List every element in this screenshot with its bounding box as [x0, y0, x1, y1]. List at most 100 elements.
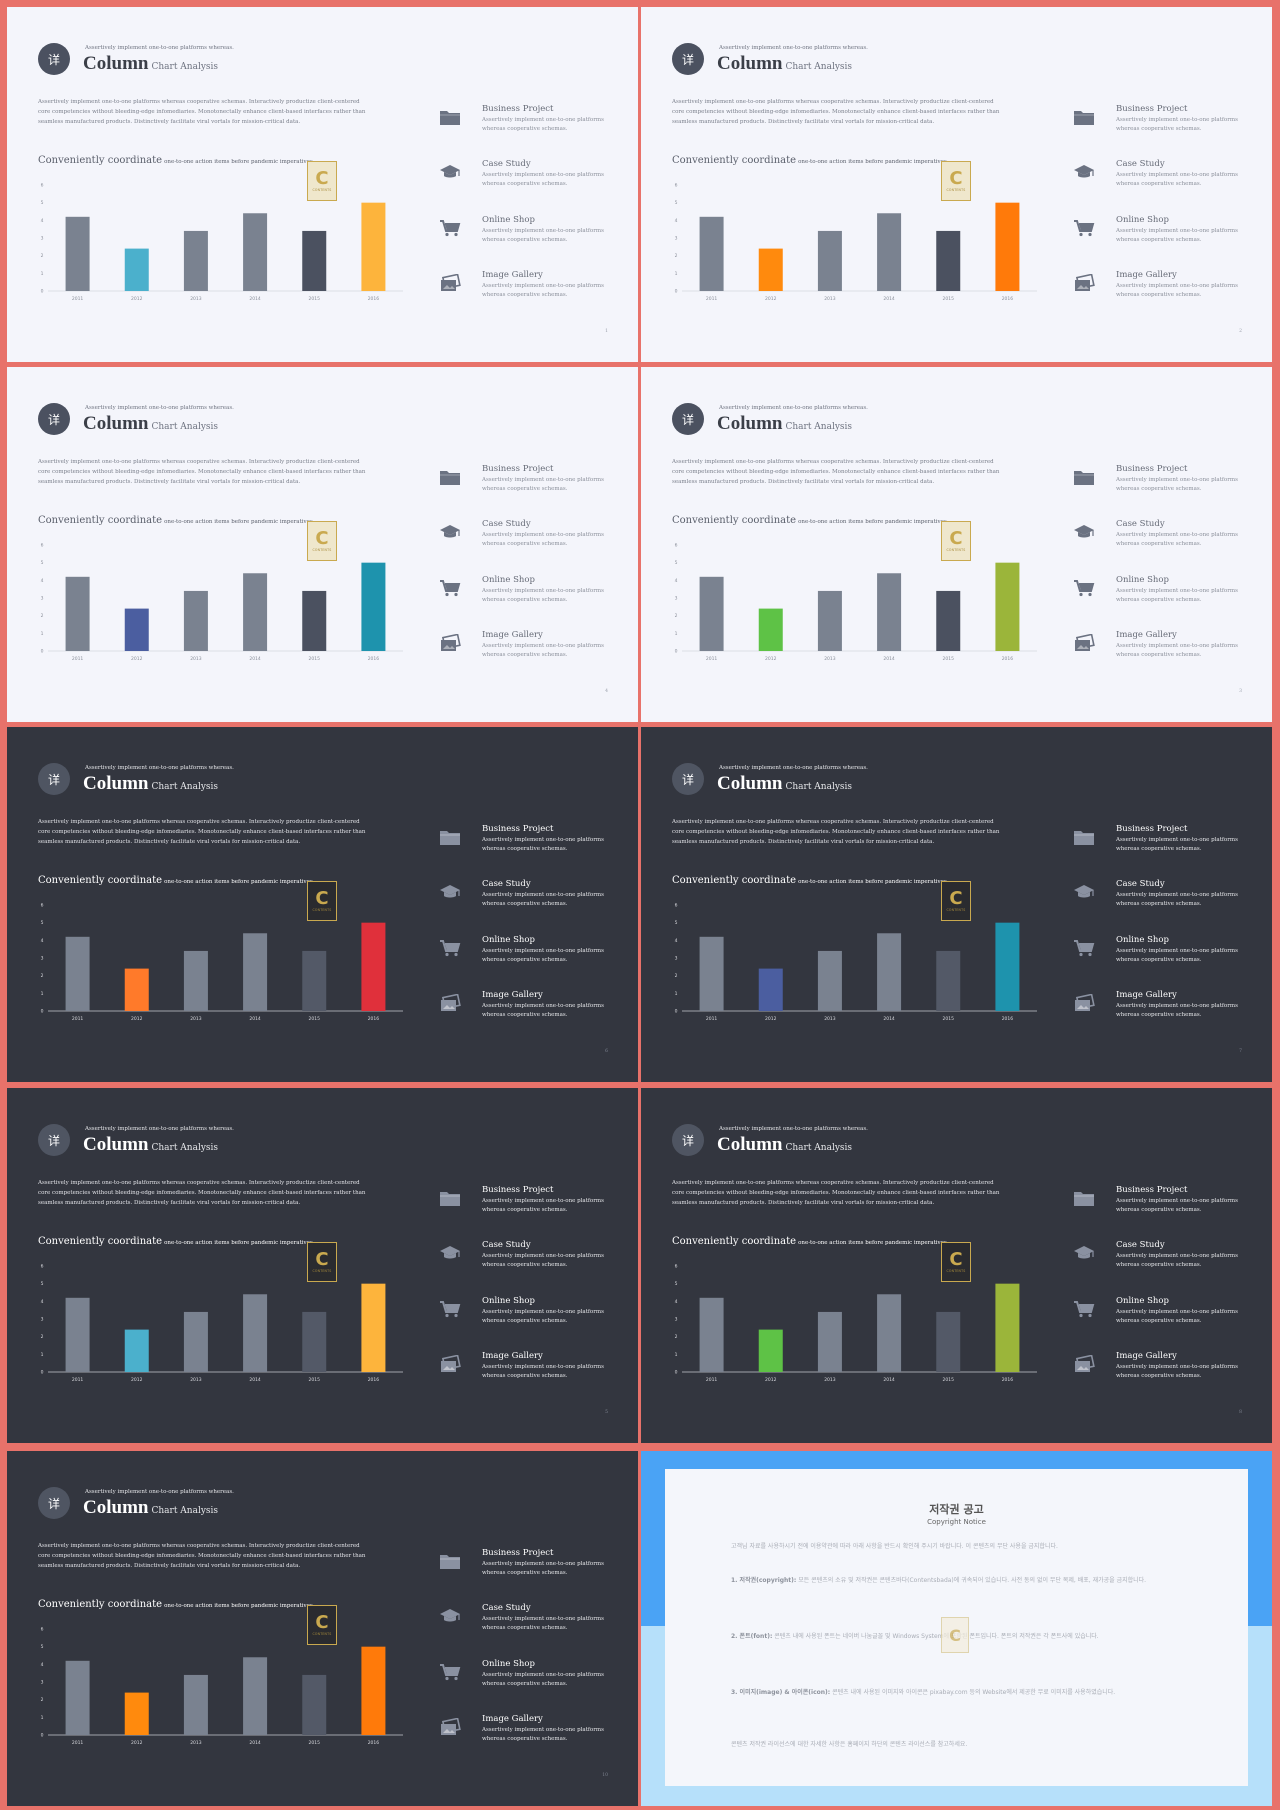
feature-desc: Assertively implement one-to-one platfor…: [482, 172, 604, 187]
slide-body-text: Assertively implement one-to-one platfor…: [672, 459, 1000, 485]
y-tick-label: 5: [41, 920, 44, 926]
folder-icon: [439, 1189, 461, 1207]
y-tick-label: 6: [675, 543, 678, 549]
y-tick-label: 0: [41, 649, 44, 655]
bar-2013: [183, 1674, 208, 1735]
badge-letter: C: [949, 168, 963, 189]
bar-2012: [124, 968, 149, 1011]
slide-kicker: Assertively implement one-to-one platfor…: [85, 1126, 234, 1132]
y-tick-label: 3: [675, 956, 678, 962]
x-tick-label: 2012: [765, 656, 777, 662]
feature-desc: Assertively implement one-to-one platfor…: [482, 837, 604, 852]
chart-heading: Conveniently coordinate one-to-one action…: [38, 508, 314, 527]
x-tick-label: 2013: [190, 1740, 202, 1746]
bar-2011: [65, 936, 90, 1011]
chart-heading: Conveniently coordinate one-to-one action…: [38, 1229, 314, 1248]
badge-letter: C: [315, 528, 329, 549]
title-main: Column: [717, 413, 783, 434]
badge-letter: C: [315, 888, 329, 909]
feature-desc: Assertively implement one-to-one platfor…: [482, 532, 604, 547]
cart-icon: [1073, 939, 1095, 957]
image-icon: [439, 633, 461, 652]
contents-badge: C CONTENTS: [941, 881, 971, 921]
bar-2012: [758, 608, 783, 651]
badge-letter: C: [949, 1249, 963, 1270]
x-tick-label: 2016: [368, 1377, 380, 1383]
logo-circle: 详: [672, 43, 704, 75]
x-tick-label: 2012: [131, 296, 143, 302]
bar-2013: [183, 590, 208, 651]
copyright-section-1: 1. 저작권(copyright): 모든 콘텐츠의 소유 및 저작권은 콘텐츠…: [731, 1575, 1181, 1587]
slide-kicker: Assertively implement one-to-one platfor…: [85, 45, 234, 51]
y-tick-label: 5: [41, 200, 44, 206]
feature-desc: Assertively implement one-to-one platfor…: [1116, 1309, 1238, 1324]
x-tick-label: 2013: [824, 1016, 836, 1022]
y-tick-label: 5: [675, 200, 678, 206]
bar-chart: 0 1 2 3 4 5 6 2011 2012 2013 2014 2015 2016: [675, 543, 1037, 662]
feature-desc: Assertively implement one-to-one platfor…: [1116, 1364, 1238, 1379]
feature-desc: Assertively implement one-to-one platfor…: [482, 588, 604, 603]
cart-icon: [439, 579, 461, 597]
feature-name: Case Study: [1116, 1240, 1165, 1250]
badge-letter: C: [315, 1249, 329, 1270]
feature-desc: Assertively implement one-to-one platfor…: [1116, 1253, 1238, 1268]
bar-2015: [302, 950, 327, 1011]
feature-desc: Assertively implement one-to-one platfor…: [482, 1309, 604, 1324]
feature-desc: Assertively implement one-to-one platfor…: [482, 1364, 604, 1379]
feature-name: Image Gallery: [1116, 270, 1177, 280]
contents-badge: C CONTENTS: [941, 1242, 971, 1282]
chart-heading-small: one-to-one action items before pandemic …: [798, 159, 949, 165]
chart-heading-main: Conveniently coordinate: [672, 875, 797, 886]
slide-body-text: Assertively implement one-to-one platfor…: [38, 99, 366, 125]
x-tick-label: 2012: [131, 1016, 143, 1022]
x-tick-label: 2015: [943, 1377, 955, 1383]
y-tick-label: 3: [675, 236, 678, 242]
x-tick-label: 2014: [883, 1016, 895, 1022]
badge-text: CONTENTS: [312, 188, 332, 192]
chart-heading-small: one-to-one action items before pandemic …: [164, 879, 315, 885]
feature-name: Case Study: [482, 879, 531, 889]
page-number: 5: [605, 1410, 608, 1415]
y-tick-label: 2: [675, 973, 678, 979]
bar-2014: [877, 573, 902, 651]
bar-2015: [936, 230, 961, 291]
bar-2014: [877, 1294, 902, 1372]
logo-glyph: 详: [681, 52, 694, 67]
bar-2012: [124, 248, 149, 291]
graduation-cap-icon: [439, 1607, 461, 1625]
x-tick-label: 2015: [309, 1377, 321, 1383]
graduation-cap-icon: [1073, 883, 1095, 901]
bar-2014: [877, 213, 902, 291]
title-main: Column: [717, 1134, 783, 1155]
feature-name: Business Project: [1116, 464, 1188, 474]
logo-glyph: 详: [47, 52, 60, 67]
feature-desc: Assertively implement one-to-one platfor…: [482, 643, 604, 658]
slide-7: 详 Assertively implement one-to-one platfo…: [7, 1088, 638, 1443]
y-tick-label: 0: [675, 1370, 678, 1376]
bar-2011: [65, 1297, 90, 1372]
feature-name: Image Gallery: [482, 990, 543, 1000]
feature-desc: Assertively implement one-to-one platfor…: [482, 477, 604, 492]
feature-name: Business Project: [482, 1185, 554, 1195]
copyright-subtitle: Copyright Notice: [927, 1518, 986, 1526]
y-tick-label: 0: [41, 289, 44, 295]
cart-icon: [1073, 1300, 1095, 1318]
slide-title: Column Chart Analysis: [717, 1134, 852, 1156]
logo-circle: 详: [38, 1487, 70, 1519]
page-number: 10: [602, 1773, 608, 1778]
feature-name: Online Shop: [1116, 1296, 1169, 1306]
y-tick-label: 2: [41, 1334, 44, 1340]
badge-letter: C: [315, 168, 329, 189]
y-tick-label: 6: [41, 1264, 44, 1270]
image-icon: [439, 1717, 461, 1736]
feature-name: Online Shop: [482, 215, 535, 225]
title-main: Column: [83, 413, 149, 434]
feature-desc: Assertively implement one-to-one platfor…: [482, 948, 604, 963]
x-tick-label: 2016: [368, 1740, 380, 1746]
cart-icon: [439, 939, 461, 957]
bar-2015: [302, 1311, 327, 1372]
folder-icon: [439, 468, 461, 486]
page-number: 2: [1239, 329, 1242, 334]
bar-2013: [183, 950, 208, 1011]
slide-body-text: Assertively implement one-to-one platfor…: [672, 1180, 1000, 1206]
